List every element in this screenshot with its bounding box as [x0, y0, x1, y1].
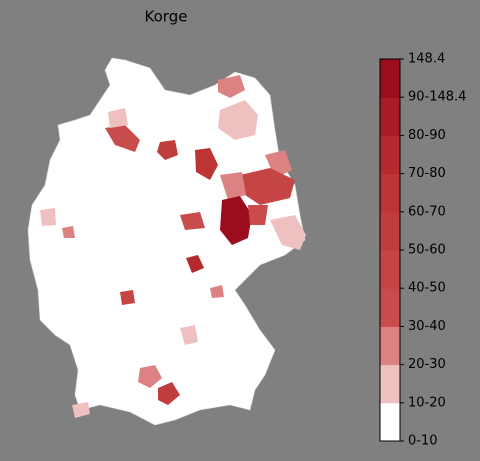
region — [62, 226, 75, 238]
region — [180, 212, 205, 230]
colorbar-label: 80-90 — [408, 128, 446, 143]
region — [180, 325, 198, 345]
colorbar-segment — [380, 250, 400, 289]
map-title: Korge — [145, 8, 188, 26]
colorbar-label: 90-148.4 — [408, 90, 466, 105]
region — [186, 255, 204, 273]
colorbar-segment — [380, 288, 400, 327]
colorbar-segment — [380, 135, 400, 175]
region — [72, 402, 90, 418]
colorbar-segment — [380, 326, 400, 366]
region — [108, 108, 128, 128]
germany-map — [27, 57, 306, 426]
colorbar-label: 70-80 — [408, 166, 446, 181]
colorbar-segment — [380, 97, 400, 136]
colorbar-label: 50-60 — [408, 243, 446, 258]
colorbar: 0-10 10-20 20-30 30-40 40-50 50-60 60-70 70-80 8… — [379, 52, 466, 449]
colorbar-label: 40-50 — [408, 281, 446, 296]
colorbar-segment — [380, 402, 400, 442]
region — [248, 205, 268, 225]
region — [105, 125, 140, 152]
colorbar-segment — [380, 364, 400, 404]
region — [210, 285, 224, 298]
region — [158, 382, 180, 405]
region — [218, 75, 245, 98]
region — [265, 150, 292, 178]
colorbar-label: 20-30 — [408, 357, 446, 372]
region — [40, 208, 56, 226]
colorbar-label: 148.4 — [408, 52, 445, 67]
colorbar-label: 0-10 — [408, 434, 438, 449]
region — [220, 196, 252, 245]
colorbar-segment — [380, 173, 400, 213]
region — [195, 148, 218, 180]
region — [157, 140, 178, 160]
colorbar-label: 10-20 — [408, 395, 446, 410]
colorbar-label: 60-70 — [408, 204, 446, 219]
country-outline — [27, 57, 306, 426]
region — [220, 172, 246, 200]
region — [120, 290, 135, 305]
region — [270, 215, 306, 250]
region — [138, 365, 162, 388]
region — [218, 100, 258, 140]
colorbar-label: 30-40 — [408, 319, 446, 334]
region — [240, 168, 295, 205]
colorbar-segment — [380, 59, 400, 98]
colorbar-segment — [380, 211, 400, 251]
